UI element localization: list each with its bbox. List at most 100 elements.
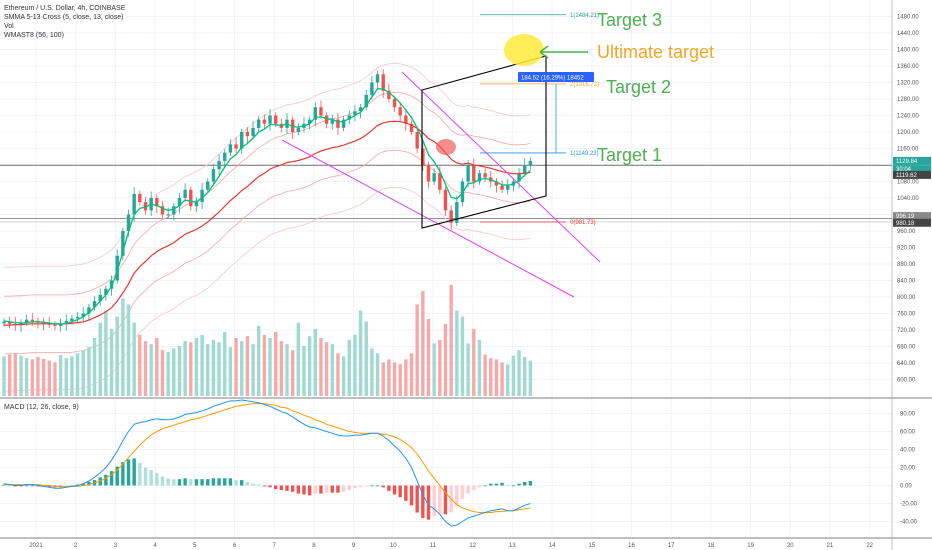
macd-histogram-bar bbox=[387, 485, 391, 491]
macd-tick-label: -20.00 bbox=[900, 502, 918, 508]
macd-histogram-bar bbox=[7, 485, 12, 487]
candle-body bbox=[500, 185, 504, 190]
price-tick-label: 1240.00 bbox=[897, 114, 919, 120]
candle-body bbox=[104, 288, 108, 295]
macd-histogram-bar bbox=[143, 467, 148, 486]
macd-histogram-bar bbox=[138, 463, 142, 486]
candle-body bbox=[228, 144, 233, 153]
price-tick-label: 720.00 bbox=[897, 328, 916, 334]
volume-bar bbox=[285, 344, 289, 396]
candle-body bbox=[211, 169, 216, 182]
macd-histogram-bar bbox=[194, 479, 199, 486]
candle-body bbox=[217, 160, 221, 170]
volume-bar bbox=[483, 354, 487, 396]
fib-level-label: 1(1149.23) bbox=[570, 151, 599, 157]
volume-bar bbox=[115, 316, 119, 396]
macd-histogram-bar bbox=[245, 481, 250, 486]
candle-body bbox=[494, 181, 499, 186]
macd-histogram-bar bbox=[324, 485, 329, 493]
candle-body bbox=[2, 321, 6, 324]
volume-bar bbox=[53, 362, 57, 396]
price-tick-label: 640.00 bbox=[897, 361, 916, 367]
macd-histogram-bar bbox=[87, 481, 91, 486]
macd-histogram-bar bbox=[257, 484, 261, 486]
macd-tick-label: 40.00 bbox=[900, 448, 916, 454]
candle-body bbox=[523, 165, 527, 174]
volume-bar bbox=[87, 347, 91, 396]
price-badge bbox=[893, 212, 931, 221]
macd-histogram-bar bbox=[460, 485, 465, 499]
volume-bar bbox=[324, 342, 329, 396]
time-tick-label: 21 bbox=[827, 543, 834, 549]
macd-histogram-bar bbox=[398, 485, 402, 498]
time-tick-label: 15 bbox=[588, 543, 595, 549]
volume-bar bbox=[24, 358, 29, 396]
volume-bar bbox=[7, 354, 12, 396]
candle-body bbox=[143, 202, 148, 211]
time-tick-label: 4 bbox=[153, 543, 157, 549]
macd-histogram-bar bbox=[155, 472, 159, 486]
time-tick-label: 2 bbox=[74, 543, 78, 549]
candle-body bbox=[81, 313, 85, 317]
candle-body bbox=[115, 255, 119, 281]
macd-histogram-bar bbox=[523, 481, 527, 486]
volume-bar bbox=[511, 355, 516, 396]
macd-histogram-bar bbox=[307, 485, 312, 496]
candle-body bbox=[364, 94, 368, 108]
macd-histogram-bar bbox=[375, 485, 380, 487]
volume-bar bbox=[438, 339, 442, 396]
volume-bar bbox=[41, 358, 46, 396]
candle-body bbox=[438, 173, 442, 190]
time-tick-label: 11 bbox=[430, 543, 437, 549]
fib-level-label: 2(1316.72) bbox=[570, 82, 599, 88]
flag-parallelogram bbox=[421, 55, 547, 229]
channel-upper-line bbox=[401, 71, 601, 263]
volume-bar bbox=[387, 359, 391, 396]
macd-histogram-bar bbox=[160, 476, 165, 486]
volume-bar bbox=[404, 359, 408, 396]
volume-bar bbox=[398, 364, 402, 396]
macd-histogram-bar bbox=[336, 485, 340, 493]
macd-histogram-bar bbox=[285, 485, 289, 491]
volume-bar bbox=[500, 362, 504, 396]
macd-histogram-bar bbox=[115, 466, 119, 486]
volume-bar bbox=[75, 353, 80, 396]
candle-body bbox=[30, 319, 34, 321]
volume-bar bbox=[319, 338, 323, 396]
volume-layer bbox=[2, 284, 533, 396]
time-tick-label: 22 bbox=[866, 543, 873, 549]
volume-bar bbox=[245, 336, 250, 396]
volume-bar bbox=[455, 310, 459, 396]
candle-body bbox=[200, 189, 204, 203]
volume-bar bbox=[19, 355, 23, 396]
volume-bar bbox=[353, 334, 357, 396]
macd-histogram-bar bbox=[392, 485, 397, 495]
volume-bar bbox=[313, 328, 317, 396]
indicator-label-smma: SMMA 5-13 Cross (5, close, 13, close) bbox=[4, 14, 123, 21]
candle-body bbox=[432, 173, 436, 182]
macd-tick-label: 20.00 bbox=[900, 466, 916, 472]
volume-bar bbox=[381, 362, 385, 396]
ultimate-target-annotation: Ultimate target bbox=[597, 42, 714, 62]
volume-bar bbox=[347, 339, 351, 396]
highlight-ellipse bbox=[436, 139, 456, 155]
candle-body bbox=[330, 119, 334, 124]
price-badge bbox=[893, 218, 931, 227]
volume-bar bbox=[421, 290, 425, 396]
candle-body bbox=[183, 189, 187, 198]
candle-body bbox=[132, 193, 136, 215]
fib-level-label: 0(981.73) bbox=[570, 220, 596, 226]
time-tick-label: 16 bbox=[628, 543, 635, 549]
macd-histogram-bar bbox=[268, 485, 272, 488]
chart-title: Ethereum / U.S. Dollar, 4h, COINBASE bbox=[4, 5, 126, 12]
macd-histogram-bar bbox=[489, 483, 493, 486]
time-tick-label: 9 bbox=[352, 543, 356, 549]
candle-body bbox=[358, 107, 363, 112]
candle-body bbox=[98, 294, 102, 302]
volume-bar bbox=[528, 360, 533, 396]
volume-bar bbox=[472, 328, 476, 396]
volume-bar bbox=[200, 334, 204, 396]
candle-body bbox=[155, 198, 159, 207]
